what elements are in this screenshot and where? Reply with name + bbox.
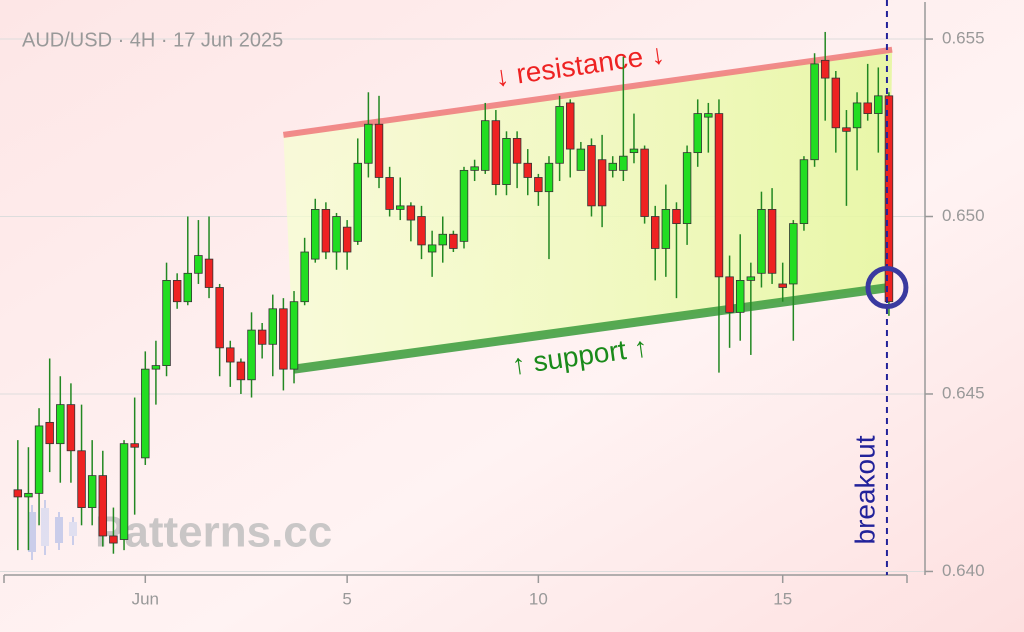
candle-body [353, 162, 362, 242]
candle-body [13, 489, 23, 498]
candle-body [406, 205, 416, 221]
x-tick-label: 5 [342, 589, 351, 608]
candle-body [757, 209, 766, 274]
candle-body [257, 329, 267, 345]
candle-body [56, 404, 65, 445]
candle-body [842, 127, 851, 132]
candle-body [236, 361, 246, 381]
candle-body [555, 106, 564, 164]
watermark: Patterns.cc [95, 508, 332, 557]
logo [28, 500, 77, 560]
candle-body [650, 216, 660, 249]
candle-body [66, 404, 76, 452]
candle-body [523, 162, 532, 178]
candle-body [385, 177, 394, 210]
candle-body [45, 421, 54, 445]
candle-body [109, 535, 118, 544]
candle-body [714, 113, 724, 278]
candle-body [481, 120, 490, 171]
candle-body [799, 159, 809, 225]
candle-body [576, 148, 586, 171]
y-tick-label: 0.640 [942, 561, 985, 580]
y-tick-label: 0.645 [942, 383, 985, 402]
candle-body [725, 276, 734, 313]
candle-body [629, 148, 639, 154]
candle-body [884, 95, 894, 303]
candle-body [374, 123, 384, 178]
candle-body [459, 169, 469, 242]
breakout-circle [865, 266, 909, 309]
candle-body [831, 77, 841, 129]
support-line [293, 283, 890, 374]
candle-body [661, 209, 671, 249]
candle-body [682, 152, 692, 225]
candle-body [544, 162, 554, 193]
candle-body [512, 138, 522, 164]
candle-body [704, 113, 713, 118]
candle-body [438, 233, 447, 246]
candle-body [342, 226, 352, 253]
candle-body [640, 148, 649, 217]
candle-body [810, 63, 819, 161]
candle-body [767, 209, 777, 274]
candle-body [608, 162, 617, 171]
chart-title: AUD/USD · 4H · 17 Jun 2025 [22, 29, 283, 51]
candle-body [204, 258, 214, 288]
candle-body [852, 102, 862, 129]
candle-body [172, 280, 182, 303]
candle-body [77, 450, 86, 508]
candle-body [268, 308, 277, 345]
candle-body [247, 329, 256, 381]
candle-body [162, 280, 171, 366]
candle-body [746, 276, 756, 281]
candle-body [119, 443, 129, 540]
candle-body [98, 475, 108, 537]
x-tick-label: Jun [132, 589, 159, 608]
candle-body [597, 159, 607, 207]
candle-body [279, 308, 288, 370]
candle-body [215, 287, 224, 349]
x-tick-label: 10 [529, 589, 548, 608]
candle-body [321, 209, 331, 253]
candle-body [672, 209, 681, 225]
candle-body [289, 301, 299, 370]
candle-body [587, 145, 596, 207]
candle-body [820, 59, 830, 79]
candle-body [396, 205, 405, 210]
candle-body [417, 216, 426, 246]
candle-body [311, 209, 320, 260]
candle-body [24, 492, 33, 498]
candle-body [151, 365, 161, 370]
candle-body [34, 425, 44, 494]
candle-body [534, 177, 543, 193]
resistance-line [282, 46, 893, 138]
candle-body [619, 155, 628, 171]
candle-body [364, 123, 373, 164]
candle-body [226, 347, 235, 363]
candle-body [427, 244, 437, 253]
candle-body [566, 102, 575, 150]
candle-body [449, 233, 458, 249]
candle-body [141, 368, 150, 459]
candle-body [491, 120, 501, 185]
candle-body [130, 443, 139, 448]
candle-body [863, 102, 872, 114]
candle-body [874, 95, 883, 114]
candle-body [789, 223, 798, 285]
candle-body [183, 272, 193, 303]
x-tick-label: 15 [773, 589, 792, 608]
candle-body [470, 166, 479, 171]
y-tick-label: 0.655 [942, 29, 985, 48]
candle-body [194, 255, 203, 274]
candle-body [735, 280, 745, 313]
candle-body [693, 113, 702, 154]
y-tick-label: 0.650 [942, 206, 985, 225]
candle-body [300, 251, 309, 303]
candle-body [332, 216, 341, 253]
candle-body [778, 283, 787, 288]
candle-body [502, 138, 511, 185]
candle-body [87, 475, 97, 508]
breakout-label: breakout [849, 435, 880, 544]
